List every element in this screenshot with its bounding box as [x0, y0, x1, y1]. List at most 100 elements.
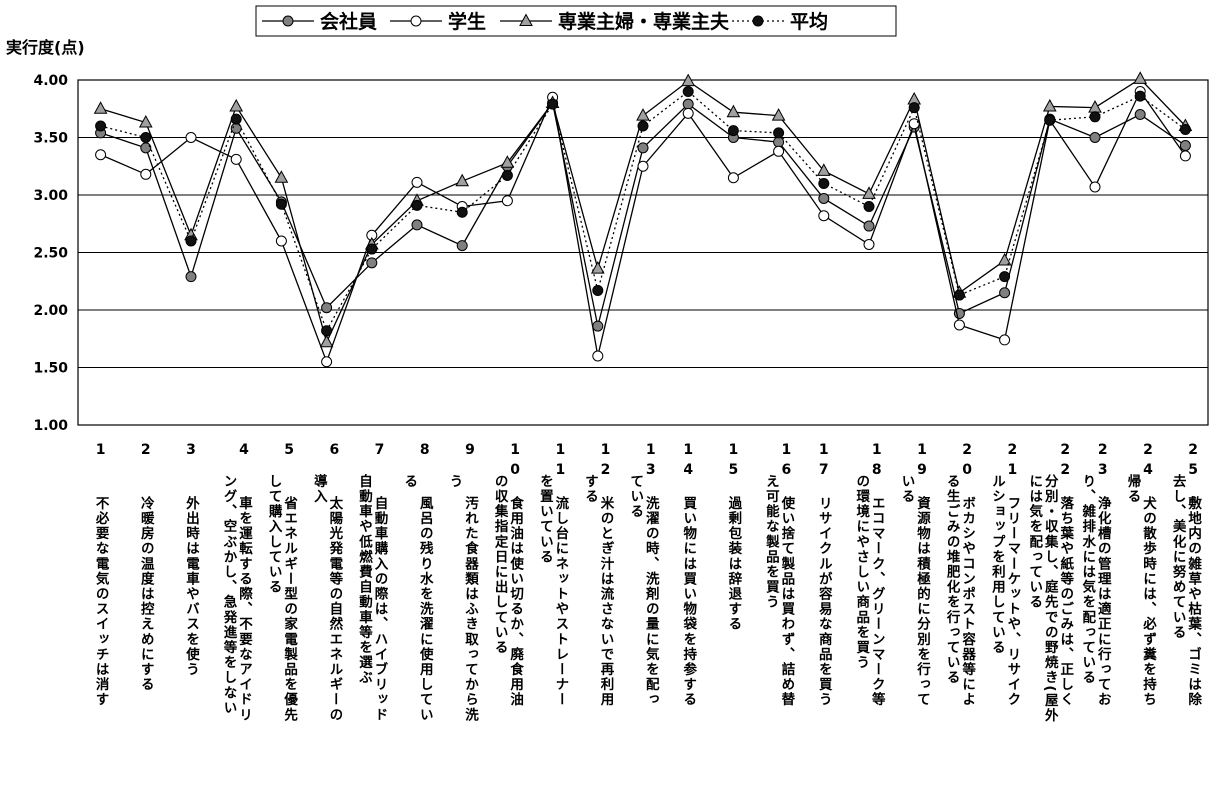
x-tick-number: 1 [646, 442, 656, 458]
x-category-label: え可能な製品を買う [763, 474, 781, 610]
y-tick-label: 4.00 [33, 73, 68, 89]
y-tick-label: 3.50 [33, 131, 68, 147]
data-point [138, 115, 153, 128]
data-point [818, 192, 830, 204]
x-tick-number: 7 [375, 442, 385, 458]
data-point [637, 120, 649, 132]
data-point [863, 238, 875, 250]
x-tick-number: 0 [962, 462, 972, 478]
legend-label: 学生 [448, 10, 486, 33]
data-point [953, 319, 965, 331]
x-category-label: ング、空ぶかし、急発進等をしない [220, 474, 238, 716]
data-point [1179, 140, 1191, 152]
legend: 会社員 学生 専業主婦・専業主夫 平均 [255, 5, 897, 37]
data-point [185, 271, 197, 283]
data-point [818, 210, 830, 222]
x-category-label: リサイクルが容易な商品を買う [816, 496, 834, 707]
x-category-label: する [582, 474, 598, 504]
x-tick-number: 1 [917, 442, 927, 458]
data-point [592, 284, 604, 296]
data-point [547, 98, 559, 110]
x-category-label: 過剰包装は辞退する [725, 496, 743, 632]
legend-label: 会社員 [320, 10, 377, 33]
x-category-label: を置いている [537, 474, 554, 565]
data-point [773, 145, 785, 157]
x-tick-number: 2 [1007, 442, 1017, 458]
data-point [411, 176, 423, 188]
data-point [771, 108, 786, 121]
y-tick-labels: 1.00 1.50 2.00 2.50 3.00 3.50 4.00 [33, 73, 68, 434]
data-point [908, 102, 920, 114]
data-point [95, 149, 107, 161]
x-category-label: 流し台にネットやストレーナー [552, 495, 569, 708]
data-point [185, 132, 197, 143]
x-tick-number: 4 [683, 462, 693, 478]
x-category-label: る [401, 474, 417, 489]
x-tick-number: 2 [141, 442, 151, 458]
x-category-label: 省エネルギー型の家電製品を優先 [281, 495, 299, 723]
data-point [816, 163, 831, 176]
x-category-label: 冷暖房の温度は控えめにする [138, 495, 155, 692]
data-point [366, 243, 378, 255]
data-point [590, 261, 605, 274]
series-group [93, 71, 1193, 368]
data-point [321, 325, 333, 337]
x-category-label: 去し、美化に努めている [1170, 473, 1187, 640]
data-point [908, 118, 920, 130]
x-tick-number: 2 [962, 442, 972, 458]
data-point [682, 86, 694, 97]
x-tick-number: 4 [239, 442, 249, 458]
data-point [140, 168, 152, 180]
data-point [997, 253, 1012, 266]
x-category-label: ている [627, 474, 644, 519]
data-point [274, 170, 289, 183]
data-point [455, 173, 470, 187]
data-point [1134, 109, 1146, 120]
x-tick-number: 2 [1098, 442, 1108, 458]
x-category-label: 汚れた食器類はふき取ってから洗 [462, 495, 480, 723]
x-tick-number: 5 [729, 462, 739, 478]
data-point [501, 169, 513, 181]
x-tick-number: 6 [781, 462, 791, 478]
x-tick-number: 2 [1143, 442, 1153, 458]
data-point [637, 142, 649, 154]
data-point [682, 107, 694, 119]
y-tick-label: 1.50 [33, 361, 68, 377]
x-category-label: ボカシやコンポスト容器等によ [959, 496, 977, 708]
data-point [1134, 90, 1146, 102]
x-category-label: 風呂の残り水を洗濯に使用してい [417, 496, 435, 723]
data-point [501, 195, 513, 207]
x-tick-number: 5 [1188, 462, 1198, 478]
data-point [140, 142, 152, 154]
data-point [319, 334, 334, 348]
x-category-label: には気を配っている [1026, 474, 1043, 610]
gridlines [78, 79, 1208, 426]
x-tick-number: 8 [872, 462, 882, 478]
data-point [1042, 98, 1057, 112]
y-tick-label: 2.50 [33, 246, 68, 262]
data-point [682, 98, 694, 110]
x-category-label: エコマーク、グリーンマーク等 [869, 496, 886, 707]
x-category-label: フリーマーケットや、リサイク [1004, 496, 1021, 707]
data-point [1179, 123, 1191, 135]
x-tick-number: 1 [555, 442, 565, 458]
x-category-label: り、雑排水には気を配っている [1079, 474, 1097, 686]
x-tick-number: 0 [510, 462, 520, 478]
data-point [229, 98, 244, 112]
data-point [321, 356, 333, 368]
data-point [999, 287, 1011, 299]
series-line [100, 101, 1186, 327]
data-point [773, 127, 785, 139]
data-point [95, 120, 107, 132]
data-point [230, 153, 242, 165]
data-point [862, 186, 876, 199]
y-tick-label: 3.00 [33, 188, 68, 204]
series-1 [95, 97, 1191, 332]
data-point [1089, 132, 1101, 143]
x-tick-number: 3 [1098, 462, 1108, 478]
x-tick-number: 9 [465, 442, 475, 458]
data-point [456, 240, 468, 252]
y-tick-label: 1.00 [33, 418, 68, 434]
legend-marker [282, 15, 294, 27]
x-category-label: る生ごみの堆肥化を行っている [944, 474, 962, 685]
